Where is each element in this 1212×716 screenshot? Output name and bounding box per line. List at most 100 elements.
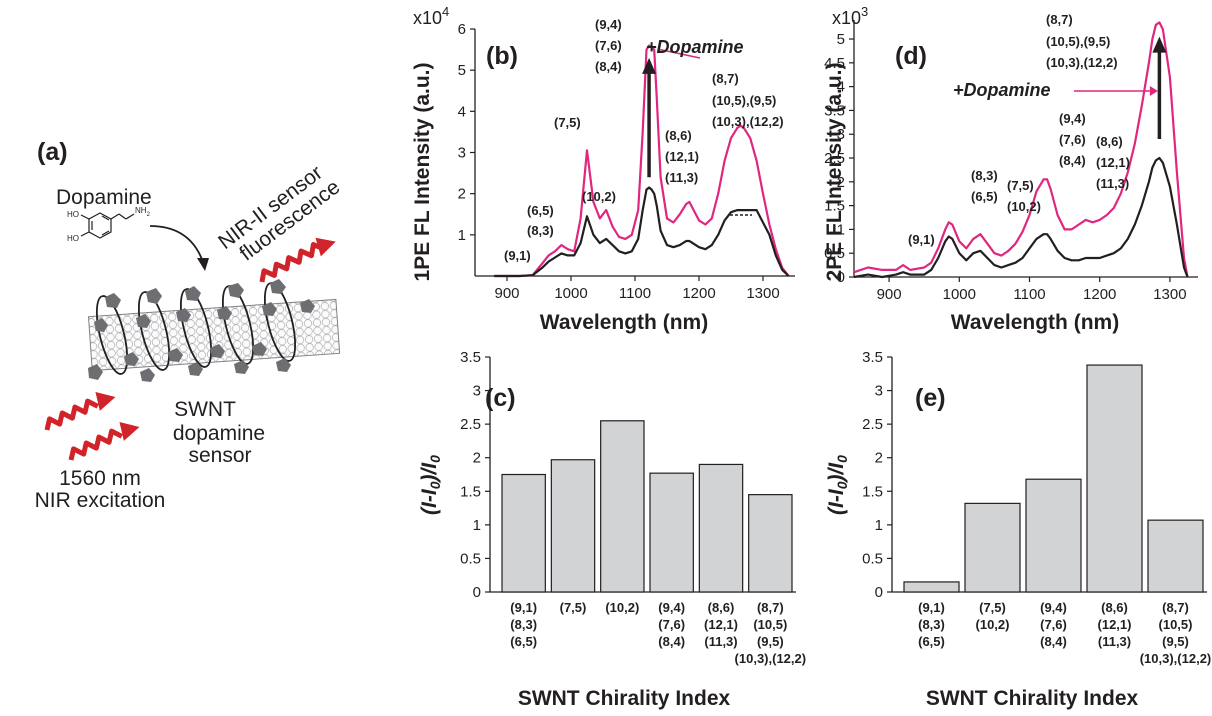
category-label: (10,5)	[753, 617, 787, 632]
y-tick-label: 3	[837, 126, 845, 143]
callout-pointer	[660, 48, 701, 59]
y-tick-label: 0	[473, 584, 481, 601]
category-label: (11,3)	[704, 634, 737, 649]
category-label: (7,6)	[1040, 617, 1067, 632]
chart-b-peak-label: (9,4)	[595, 17, 622, 32]
baseline-series-line	[853, 156, 1189, 279]
chart-d-peak-label: (9,1)	[908, 232, 935, 247]
y-tick-label: 0	[875, 584, 883, 601]
excitation-wave-icon-2	[68, 421, 140, 461]
chart-b-peak-label: (6,5)	[527, 203, 554, 218]
bar	[550, 459, 596, 593]
chart-b-xlabel: Wavelength (nm)	[540, 311, 708, 334]
chart-d-xlabel: Wavelength (nm)	[951, 311, 1119, 334]
y-tick-label: 1.5	[460, 483, 481, 500]
y-tick-label: 2	[875, 450, 883, 467]
bar	[649, 472, 694, 593]
chart-b-ylabel: 1PE FL Intensity (a.u.)	[411, 63, 434, 282]
chart-d-peak-label: (8,7)	[1046, 12, 1073, 27]
chart-e: 0 0.5 1 1.5 2 2.5 3 3.5 (9,1) (8,3) (6,5) (7,5) (10,…	[825, 349, 1211, 710]
bar	[501, 473, 546, 593]
y-tick-label: 5	[458, 62, 466, 79]
bar	[698, 463, 744, 593]
bar	[903, 581, 960, 593]
chart-b-peak-label: (7,5)	[554, 115, 581, 130]
chart-b-peak-label: (8,4)	[595, 59, 622, 74]
category-label: (10,5)	[1159, 617, 1193, 632]
increase-arrowhead-icon	[1152, 36, 1167, 53]
y-tick-label: 3	[458, 145, 466, 162]
category-label: (10,2)	[976, 617, 1010, 632]
dopamine-series-line	[494, 44, 790, 278]
category-label: (7,5)	[979, 600, 1006, 615]
molecule-ho-top: HO	[67, 210, 79, 219]
chart-b-peak-label: (9,1)	[504, 248, 531, 263]
category-label: (10,3),(12,2)	[735, 651, 807, 666]
y-tick-label: 1	[875, 517, 883, 534]
category-label: (6,5)	[510, 634, 537, 649]
chart-d-peak-label: (8,4)	[1059, 153, 1086, 168]
chart-e-ylabel: (I-I0)/I0	[825, 455, 850, 515]
chart-b-peak-label: (8,3)	[527, 223, 554, 238]
excitation-label-1: 1560 nm	[59, 467, 141, 490]
chart-d-peak-label: (8,3)	[971, 168, 998, 183]
chart-d-multiplier: x103	[832, 4, 868, 28]
x-tick-label: 1100	[1013, 286, 1045, 303]
sensor-label-3: sensor	[188, 444, 251, 467]
chart-b-peak-label: (7,6)	[595, 38, 622, 53]
y-tick-label: 2.5	[862, 416, 883, 433]
chart-b-callout: +Dopamine	[646, 37, 744, 57]
chart-d-peak-label: (11,3)	[1096, 176, 1129, 191]
x-tick-label: 1000	[554, 285, 587, 302]
chart-b-peak-label: (10,2)	[582, 189, 616, 204]
y-tick-label: 2	[837, 174, 845, 191]
chart-d-peak-label: (10,3),(12,2)	[1046, 55, 1118, 70]
chart-d-ylabel: 2PE FL Intensity (a.u.)	[823, 63, 846, 282]
category-label: (8,7)	[1162, 600, 1189, 615]
y-tick-label: 1	[458, 227, 466, 244]
chart-b-peak-label: (8,6)	[665, 128, 692, 143]
panel-a-letter: (a)	[37, 138, 68, 166]
wrapper-units-icon	[88, 279, 315, 382]
category-label: (9,4)	[1040, 600, 1067, 615]
x-tick-label: 1200	[1083, 286, 1116, 303]
x-tick-label: 1300	[746, 285, 779, 302]
category-label: (8,7)	[757, 600, 784, 615]
category-label: (9,5)	[1162, 634, 1189, 649]
chart-e-xlabel: SWNT Chirality Index	[926, 687, 1139, 710]
x-tick-label: 900	[494, 285, 519, 302]
chart-d-peak-label: (7,5)	[1007, 178, 1034, 193]
swnt-tube-icon	[87, 298, 341, 372]
schematic-panel-a: (a) Dopamine HO HO NH2 NIR-II sensor flu…	[35, 138, 345, 512]
increase-arrowhead-icon	[642, 57, 657, 74]
category-label: (12,1)	[704, 617, 738, 632]
chart-c: 0 0.5 1 1.5 2 2.5 3 3.5 (9,1) (8,3) (6,5) (7,5) (10,…	[418, 349, 807, 710]
chart-d-peak-label: (10,2)	[1007, 199, 1041, 214]
chart-b: 900 1000 1100 1200 1300 1 2 3 4 5 6 (b) x104 1PE F…	[411, 4, 795, 334]
chart-b-multiplier: x104	[413, 4, 449, 28]
y-tick-label: 6	[458, 21, 466, 38]
chart-d-peak-label: (10,5),(9,5)	[1046, 34, 1110, 49]
chart-e-letter: (e)	[915, 384, 946, 412]
dopamine-series-line	[853, 21, 1189, 278]
y-tick-label: 1	[837, 221, 845, 238]
y-tick-label: 2	[473, 450, 481, 467]
y-tick-label: 2.5	[460, 416, 481, 433]
emission-label: NIR-II sensor fluorescence	[214, 161, 344, 265]
y-tick-label: 3.5	[460, 349, 481, 366]
callout-arrowhead-icon	[1149, 86, 1158, 96]
y-tick-label: 0.5	[460, 550, 481, 567]
y-tick-label: 0	[837, 269, 845, 286]
y-tick-label: 4.5	[824, 55, 845, 72]
chart-d-letter: (d)	[895, 42, 927, 70]
chart-b-peak-label: (10,3),(12,2)	[712, 114, 784, 129]
chart-d-peak-label: (7,6)	[1059, 132, 1086, 147]
excitation-wave-icon-1	[44, 391, 116, 431]
bar	[748, 494, 793, 593]
x-tick-label: 1300	[1153, 286, 1186, 303]
y-tick-label: 4	[837, 79, 845, 96]
x-tick-label: 1000	[943, 286, 976, 303]
polymer-wrap-icon	[95, 282, 297, 375]
category-label: (8,3)	[918, 617, 945, 632]
category-label: (7,5)	[560, 600, 587, 615]
